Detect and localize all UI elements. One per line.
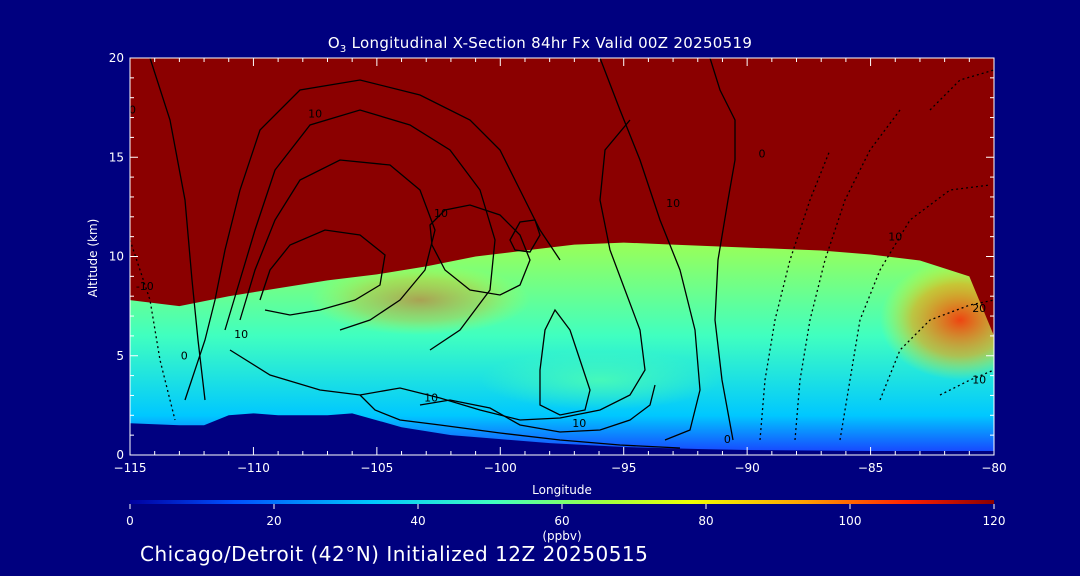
plot-area: 10 10 10 0 10 0 10 10 0 10 20 10 -10 0: [129, 58, 994, 455]
chart-title: O3 Longitudinal X-Section 84hr Fx Valid …: [327, 34, 753, 55]
contour-label: 10: [572, 417, 586, 430]
y-tick-label: 0: [116, 448, 124, 462]
x-tick-label: −115: [114, 461, 147, 475]
colorbar-tick-label: 100: [839, 514, 862, 528]
contour-label: 20: [972, 302, 986, 315]
contour-label: 10: [888, 231, 902, 244]
colorbar-tick-label: 80: [698, 514, 713, 528]
contour-label: 10: [308, 108, 322, 121]
x-axis-label: Longitude: [532, 483, 592, 497]
contour-solid: [359, 394, 681, 449]
stratosphere-region: [130, 58, 994, 336]
contour-label: 0: [724, 433, 731, 446]
x-tick-label: −95: [611, 461, 636, 475]
footer-caption: Chicago/Detroit (42°N) Initialized 12Z 2…: [140, 542, 649, 566]
y-tick-label: 10: [109, 250, 124, 264]
contour-solid: [184, 79, 561, 401]
contour-label: 0: [181, 350, 188, 363]
dotted-contours: [130, 69, 994, 441]
contour-solid: [599, 58, 701, 441]
contour-solid: [709, 58, 736, 441]
contour-solid: [224, 109, 496, 351]
colorbar: [130, 500, 994, 504]
contour-label: 10: [434, 207, 448, 220]
terrain: [130, 413, 994, 455]
contour-solid: [419, 384, 656, 433]
contour-label: 0: [758, 147, 765, 160]
contour-label: 10: [234, 328, 248, 341]
x-axis: −115 −110 −105 −100 −95 −90 −85 −80: [114, 58, 1007, 475]
colorbar-tick-label: 60: [554, 514, 569, 528]
solid-contours: [149, 58, 736, 449]
warm-anomaly: [880, 260, 994, 380]
contour-label: 0: [129, 104, 136, 117]
x-tick-label: −90: [734, 461, 759, 475]
x-tick-label: −110: [237, 461, 270, 475]
x-tick-label: −100: [484, 461, 517, 475]
y-tick-label: 5: [116, 349, 124, 363]
contour-label: 10: [666, 197, 680, 210]
colorbar-tick-label: 120: [983, 514, 1006, 528]
contour-solid: [429, 204, 531, 296]
y-axis: 0 5 10 15 20: [109, 51, 994, 462]
colorbar-ticks: 0 20 40 60 80 100 120: [126, 504, 1005, 528]
contour-dotted: [929, 69, 994, 111]
contour-solid: [509, 219, 541, 253]
colorbar-tick-label: 20: [266, 514, 281, 528]
contour-labels: 10 10 10 0 10 0 10 10 0 10 20 10 -10 0: [129, 104, 986, 447]
contour-solid: [239, 159, 436, 331]
colorbar-tick-label: 0: [126, 514, 134, 528]
contour-label: -10: [136, 280, 154, 293]
colorbar-tick-label: 40: [410, 514, 425, 528]
y-tick-label: 20: [109, 51, 124, 65]
contour-solid: [229, 119, 646, 421]
contour-solid: [149, 58, 206, 401]
contour-dotted: [130, 239, 176, 421]
colorbar-label: (ppbv): [542, 529, 581, 543]
x-tick-label: −85: [858, 461, 883, 475]
x-tick-label: −80: [981, 461, 1006, 475]
contour-dotted: [839, 184, 991, 441]
y-axis-label: Altitude (km): [86, 219, 100, 298]
green-anomaly: [480, 350, 720, 410]
contour-solid: [539, 308, 591, 416]
contour-label: 10: [972, 374, 986, 387]
warm-anomaly-west: [310, 265, 530, 335]
x-tick-label: −105: [360, 461, 393, 475]
contour-label: 10: [424, 391, 438, 404]
contour-dotted: [794, 109, 901, 441]
contour-solid: [259, 229, 386, 316]
y-tick-label: 15: [109, 150, 124, 164]
contour-dotted: [939, 369, 994, 396]
contour-dotted: [759, 149, 831, 441]
contour-dotted: [879, 299, 994, 401]
